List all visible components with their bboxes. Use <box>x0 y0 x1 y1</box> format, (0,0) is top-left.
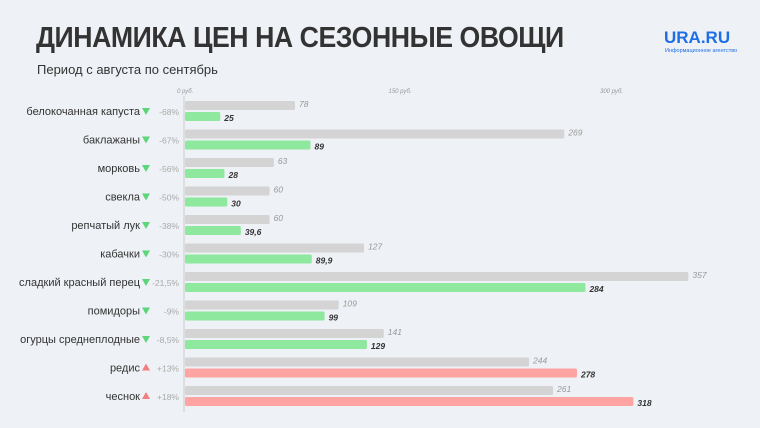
value-label-before: 357 <box>692 270 706 280</box>
down-arrow-icon <box>142 222 150 229</box>
category-label: баклажаны <box>83 135 140 147</box>
down-arrow-icon <box>142 193 150 201</box>
change-label: -56% <box>159 164 179 174</box>
down-arrow-icon <box>142 108 150 115</box>
change-label: -9% <box>164 307 180 317</box>
value-label-after: 25 <box>223 113 234 123</box>
bar-after <box>185 254 312 264</box>
bar-after <box>185 112 221 121</box>
bar-after <box>185 340 367 349</box>
bar-before <box>185 129 565 139</box>
change-label: -21,5% <box>152 278 179 288</box>
value-label-before: 261 <box>556 384 571 394</box>
tick-label: 150 руб. <box>389 89 412 95</box>
down-arrow-icon <box>142 336 150 343</box>
change-label: -30% <box>159 250 179 260</box>
tick-label: 300 руб. <box>600 89 623 95</box>
value-label-before: 244 <box>532 356 547 366</box>
up-arrow-icon <box>142 363 150 371</box>
page-title: ДИНАМИКА ЦЕН НА СЕЗОННЫЕ ОВОЩИ <box>36 22 564 54</box>
bar-before <box>185 386 554 395</box>
value-label-after: 318 <box>637 398 651 408</box>
down-arrow-icon <box>142 279 150 286</box>
change-label: -68% <box>159 107 179 117</box>
down-arrow-icon <box>142 165 150 172</box>
bar-before <box>185 186 270 196</box>
bar-after <box>185 169 225 178</box>
category-label: морковь <box>98 163 141 175</box>
value-label-before: 63 <box>278 156 288 166</box>
value-label-before: 127 <box>368 242 382 252</box>
value-label-after: 89 <box>314 142 324 152</box>
down-arrow-icon <box>142 307 150 315</box>
logo: URA.RU <box>664 28 731 47</box>
category-label: огурцы среднеплодные <box>20 334 140 346</box>
change-label: +13% <box>157 364 179 374</box>
value-label-before: 269 <box>567 128 582 138</box>
value-label-after: 278 <box>580 370 595 380</box>
change-label: -67% <box>159 136 179 146</box>
value-label-after: 99 <box>329 313 339 323</box>
category-label: помидоры <box>88 306 140 318</box>
value-label-after: 30 <box>231 199 241 209</box>
value-label-before: 78 <box>299 99 309 109</box>
bar-after <box>185 311 325 321</box>
value-label-before: 60 <box>274 185 284 195</box>
bar-before <box>185 243 365 253</box>
category-label: белокочанная капуста <box>26 106 140 118</box>
value-label-after: 89,9 <box>316 256 333 266</box>
tick-label: 0 руб. <box>177 89 193 95</box>
category-label: свекла <box>105 192 141 204</box>
subtitle: Период с августа по сентябрь <box>37 62 218 77</box>
bar-before <box>185 215 270 224</box>
down-arrow-icon <box>142 136 150 144</box>
value-label-after: 39,6 <box>245 227 262 237</box>
bar-after <box>185 140 311 150</box>
down-arrow-icon <box>142 250 150 258</box>
bar-after <box>185 397 634 406</box>
bar-after <box>185 226 241 235</box>
value-label-before: 60 <box>274 213 284 223</box>
category-label: чеснок <box>106 391 141 403</box>
change-label: -38% <box>159 221 179 231</box>
bar-before <box>185 329 384 338</box>
bar-before <box>185 357 530 367</box>
bar-after <box>185 197 228 207</box>
value-label-before: 109 <box>343 299 357 309</box>
bar-after <box>185 283 586 292</box>
category-label: сладкий красный перец <box>19 277 141 289</box>
bar-before <box>185 158 274 167</box>
category-label: кабачки <box>100 249 140 261</box>
bar-after <box>185 368 577 378</box>
value-label-after: 284 <box>588 284 603 294</box>
bar-before <box>185 272 689 281</box>
bar-before <box>185 300 339 310</box>
change-label: +18% <box>157 392 179 402</box>
value-label-before: 141 <box>388 327 402 337</box>
change-label: -50% <box>159 193 179 203</box>
category-label: репчатый лук <box>71 220 140 232</box>
value-label-after: 129 <box>371 341 385 351</box>
category-label: редис <box>110 363 141 375</box>
change-label: -8,5% <box>157 335 180 345</box>
value-label-after: 28 <box>227 170 238 180</box>
logo-tagline: Информационное агентство <box>665 48 738 54</box>
bar-before <box>185 101 295 110</box>
up-arrow-icon <box>142 392 150 399</box>
